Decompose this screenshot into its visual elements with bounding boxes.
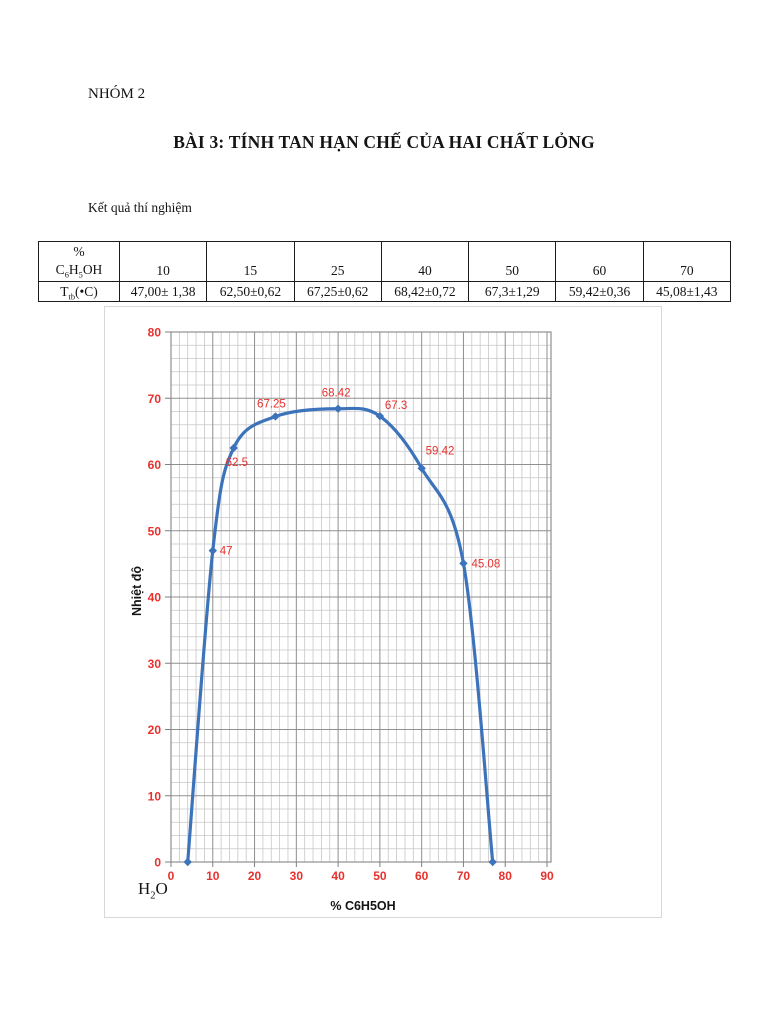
- chart-data-label: 68.42: [322, 388, 351, 400]
- table-header-ttb: Ttb(•C): [38, 281, 120, 302]
- chart-data-label: 62.5: [226, 457, 248, 469]
- chart-data-point: [488, 857, 497, 867]
- x-axis-title: % C6H5OH: [330, 899, 396, 913]
- chart-data-points: [183, 404, 497, 867]
- table-cell-temperature: 68,42±0,72: [380, 281, 470, 302]
- y-axis-title: Nhiệt độ: [130, 566, 144, 616]
- x-axis-tick-label: 80: [499, 869, 513, 883]
- results-caption: Kết quả thí nghiệm: [88, 200, 192, 215]
- y-axis-tick-label: 70: [148, 392, 162, 406]
- table-cell-temperature: 59,42±0,36: [555, 281, 644, 302]
- chart-tick-marks: [165, 331, 548, 867]
- table-cell-temperature: 47,00± 1,38: [118, 281, 208, 302]
- chart-data-label: 67.3: [385, 400, 407, 412]
- x-axis-tick-label: 10: [206, 869, 220, 883]
- x-axis-tick-label: 70: [457, 869, 471, 883]
- x-axis-tick-label: 30: [290, 869, 304, 883]
- y-axis-tick-label: 50: [148, 524, 162, 538]
- chart-panel: 0 10 20 30 40 50 60 70 80 90 0 10 20 30 40 50 60 70 80 47 62…: [104, 306, 662, 918]
- chart-data-label: 67.25: [257, 398, 286, 410]
- y-axis-tick-label: 80: [148, 326, 162, 340]
- group-label: NHÓM 2: [88, 86, 146, 102]
- chart-tick-labels: 0 10 20 30 40 50 60 70 80 90 0 10 20 30 40 50 60 70 80: [148, 326, 554, 884]
- chart-data-point: [208, 546, 217, 555]
- chart-data-point: [375, 411, 385, 421]
- y-axis-tick-label: 20: [148, 723, 162, 737]
- y-axis-tick-label: 30: [148, 657, 162, 671]
- table-cell-percent: 15: [206, 241, 295, 282]
- chart-data-point: [183, 857, 192, 867]
- y-axis-tick-label: 40: [148, 591, 162, 605]
- x-axis-tick-label: 90: [540, 869, 554, 883]
- table-header-percent-c6h5oh: % C6H5OH: [38, 241, 120, 282]
- results-table: % C6H5OH 10 15 25 40 50 60 70 Ttb(•C) 47,…: [38, 241, 732, 302]
- x-axis-tick-label: 40: [331, 869, 345, 883]
- chart-data-label: 45.08: [471, 558, 500, 570]
- chart-data-point: [459, 559, 468, 568]
- x-axis-tick-label: 20: [248, 869, 262, 883]
- table-cell-temperature: 67,3±1,29: [468, 281, 557, 302]
- table-cell-percent: 10: [118, 241, 208, 282]
- y-axis-tick-label: 0: [154, 856, 161, 870]
- table-cell-percent: 70: [642, 241, 732, 282]
- x-axis-tick-label: 50: [373, 869, 387, 883]
- chart-data-point: [333, 404, 343, 413]
- chart-data-point: [271, 412, 280, 421]
- chart-data-label: 47: [220, 546, 233, 558]
- y-axis-tick-label: 10: [148, 789, 162, 803]
- table-cell-temperature: 62,50±0,62: [206, 281, 295, 302]
- solubility-curve-chart: 0 10 20 30 40 50 60 70 80 90 0 10 20 30 40 50 60 70 80 47 62…: [148, 326, 554, 884]
- chart-data-label: 59.42: [426, 445, 455, 457]
- y-axis-tick-label: 60: [148, 458, 162, 472]
- x-axis-tick-label: 60: [415, 869, 429, 883]
- x-axis-origin-label-h2o: H2O: [138, 879, 168, 902]
- table-cell-temperature: 67,25±0,62: [293, 281, 382, 302]
- table-row-percent: % C6H5OH 10 15 25 40 50 60 70: [38, 241, 732, 282]
- table-cell-percent: 60: [555, 241, 644, 282]
- chart-data-point: [229, 443, 238, 453]
- document-title: BÀI 3: TÍNH TAN HẠN CHẾ CỦA HAI CHẤT LỎN…: [173, 132, 595, 152]
- chart-data-labels: 47 62.5 67.25 68.42 67.3 59.42 45.08: [220, 388, 500, 571]
- x-axis-tick-label: 0: [168, 869, 175, 883]
- table-cell-percent: 25: [293, 241, 382, 282]
- table-cell-percent: 50: [468, 241, 557, 282]
- table-row-temperature: Ttb(•C) 47,00± 1,38 62,50±0,62 67,25±0,6…: [38, 281, 732, 302]
- table-cell-percent: 40: [380, 241, 470, 282]
- table-cell-temperature: 45,08±1,43: [642, 281, 732, 302]
